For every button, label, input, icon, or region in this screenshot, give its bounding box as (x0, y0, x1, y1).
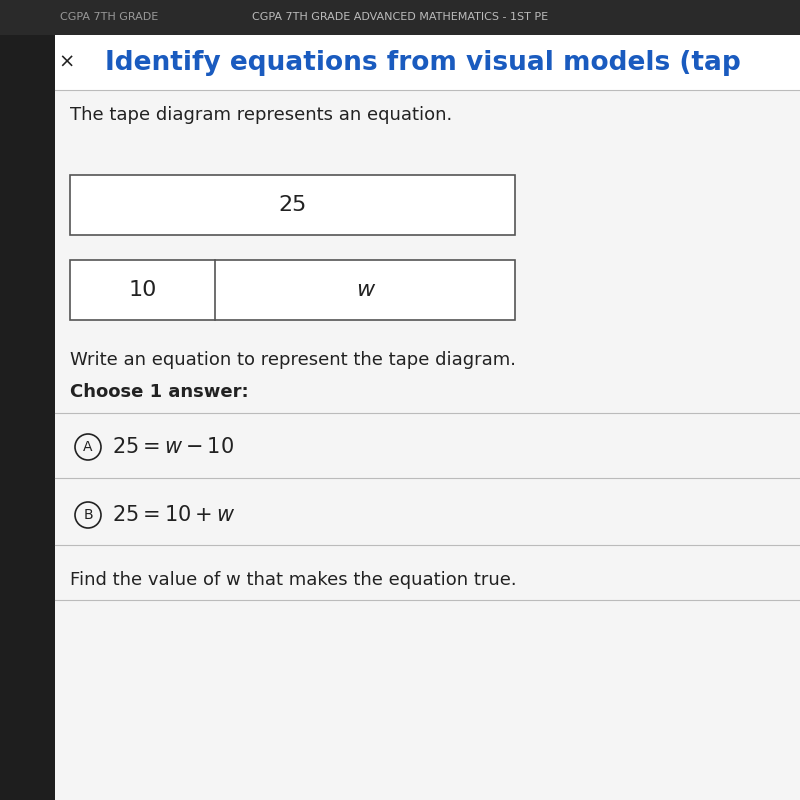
Text: Find the value of w that makes the equation true.: Find the value of w that makes the equat… (70, 571, 517, 589)
Bar (55, 35, 800, 90)
Text: The tape diagram represents an equation.: The tape diagram represents an equation. (70, 106, 452, 124)
Bar (70, 260, 515, 320)
Text: B: B (83, 508, 93, 522)
Text: $25 = 10 + w$: $25 = 10 + w$ (112, 505, 235, 525)
Text: 25: 25 (278, 195, 306, 215)
Text: Identify equations from visual models (tap: Identify equations from visual models (t… (105, 50, 741, 75)
Bar (0, 0, 55, 800)
Text: CGPA 7TH GRADE ADVANCED MATHEMATICS - 1ST PE: CGPA 7TH GRADE ADVANCED MATHEMATICS - 1S… (252, 13, 548, 22)
Text: ×: × (59, 53, 75, 72)
Text: CGPA 7TH GRADE: CGPA 7TH GRADE (60, 13, 158, 22)
Text: $25 = w - 10$: $25 = w - 10$ (112, 437, 234, 457)
Text: Choose 1 answer:: Choose 1 answer: (70, 383, 249, 401)
Text: 10: 10 (128, 280, 157, 300)
Text: Write an equation to represent the tape diagram.: Write an equation to represent the tape … (70, 351, 516, 369)
Bar (0, 0, 800, 35)
Text: A: A (83, 440, 93, 454)
Text: w: w (356, 280, 374, 300)
Bar (70, 175, 515, 235)
